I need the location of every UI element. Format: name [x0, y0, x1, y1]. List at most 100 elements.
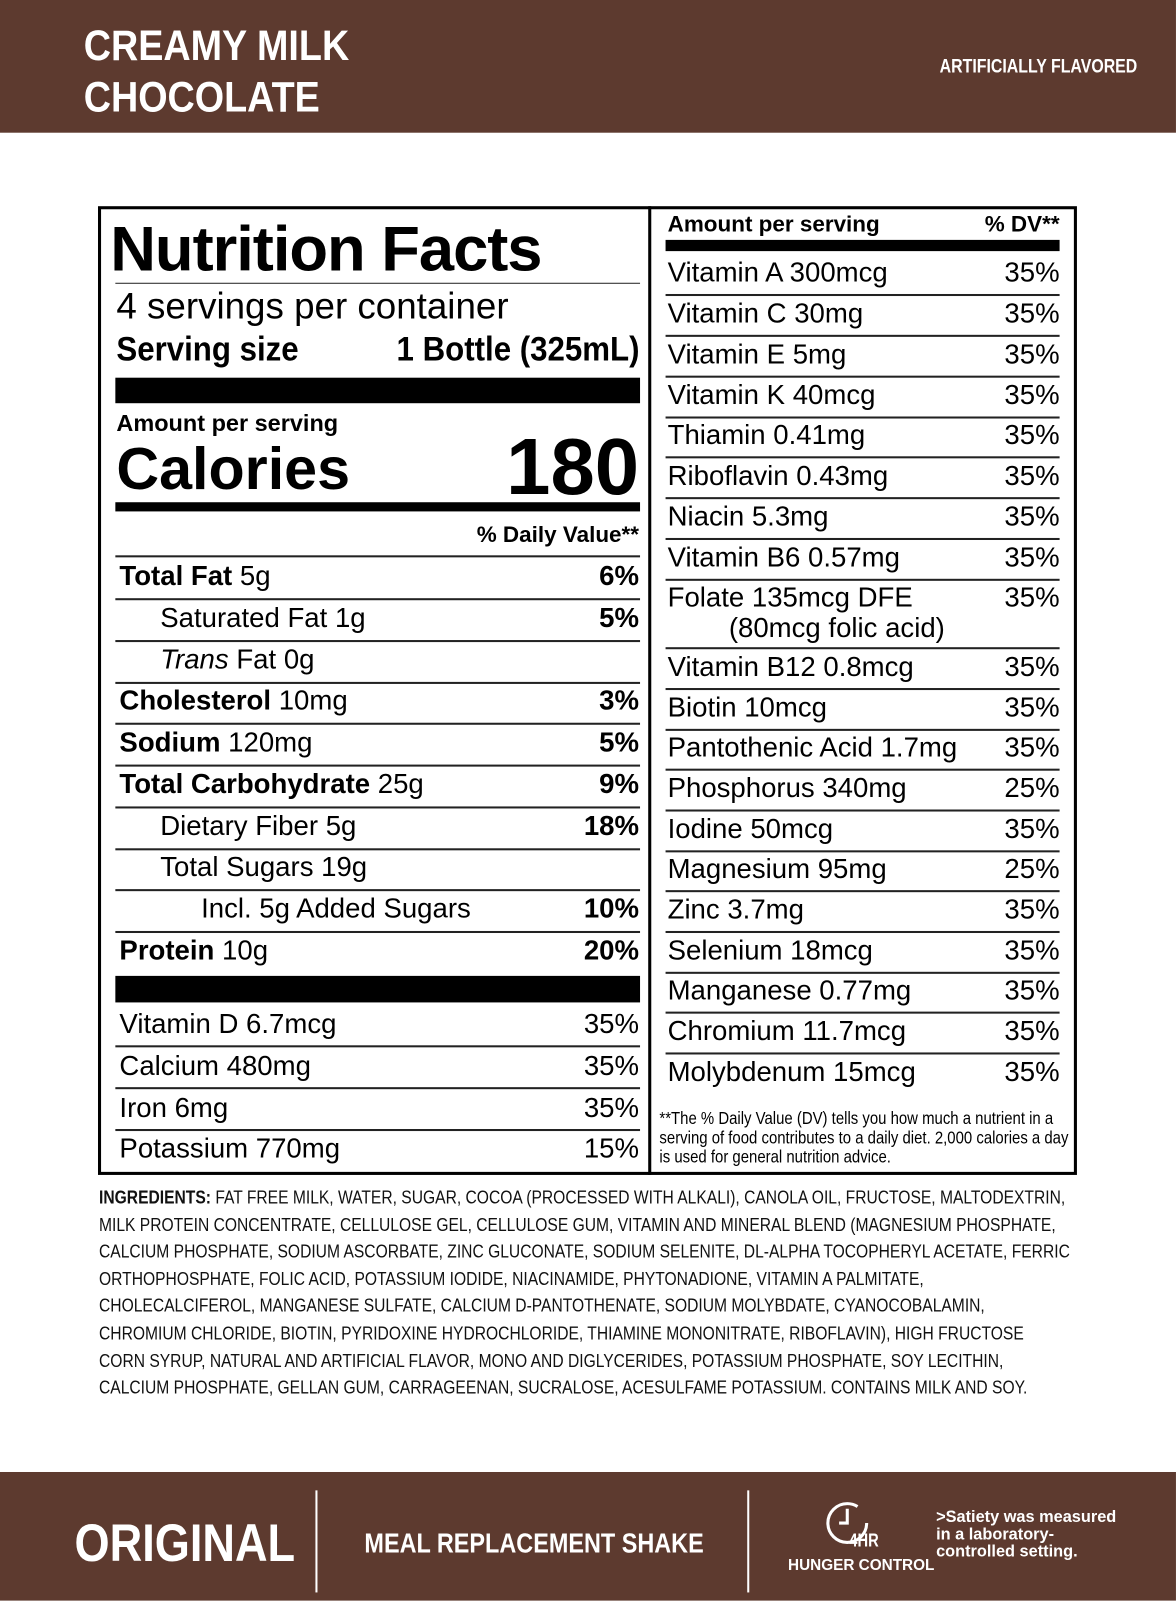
nutrient-name: Dietary Fiber 5g	[160, 810, 357, 842]
rule	[665, 890, 1060, 893]
nutrient-amount: 5g	[325, 810, 357, 842]
nutrient-name: Cholesterol	[119, 684, 272, 716]
rule	[115, 764, 641, 767]
nutrient-name-italic: Trans	[160, 644, 229, 675]
rule	[665, 578, 1060, 581]
nutrient-name: Protein 10g	[119, 937, 268, 965]
rule	[115, 1045, 641, 1048]
rule	[115, 598, 641, 601]
rule	[115, 889, 641, 892]
mineral-name: Iron 6mg	[119, 1092, 229, 1123]
footer-divider	[315, 1490, 318, 1593]
vitamin-name: Niacin 5.3mg	[667, 501, 829, 532]
servings: 4 servings per container	[116, 284, 509, 327]
vitamin-dv: 35%	[1004, 460, 1060, 492]
rule	[665, 971, 1060, 974]
vitamin-dv: 35%	[1004, 651, 1060, 682]
facts-title: Nutrition Facts	[110, 214, 542, 285]
hunger-control: HUNGER CONTROL	[788, 1556, 935, 1575]
vitamin-dv: 35%	[1004, 1015, 1060, 1047]
rule	[665, 809, 1060, 812]
vitamin-dv: 35%	[1004, 894, 1060, 925]
mineral-dv: 35%	[583, 1008, 640, 1040]
vitamin-dv: 35%	[1004, 379, 1060, 411]
nutrient-name: Trans Fat 0g	[160, 646, 314, 674]
rule	[665, 1011, 1060, 1014]
rule	[115, 848, 641, 851]
clock-icon	[826, 1502, 869, 1544]
ingredients-text: FAT FREE MILK, WATER, SUGAR, COCOA (PROC…	[99, 1187, 1070, 1398]
rule	[665, 293, 1060, 297]
nutrient-dv: 18%	[583, 810, 640, 842]
vitamin-name: Riboflavin 0.43mg	[667, 460, 889, 492]
footer-divider	[747, 1490, 750, 1593]
nutrient-name: Cholesterol 10mg	[119, 684, 348, 716]
nutrient-name: Incl. 5g Added Sugars	[201, 893, 471, 924]
mineral-dv: 35%	[583, 1050, 640, 1082]
thick-rule	[665, 239, 1060, 252]
nutrient-amount: 19g	[321, 851, 368, 882]
mineral-dv: 15%	[583, 1133, 640, 1164]
mineral-name: Potassium 770mg	[119, 1133, 341, 1164]
vitamin-dv: 35%	[1004, 501, 1060, 532]
ingredients-label: INGREDIENTS:	[99, 1187, 211, 1208]
serving-size-label: Serving size	[116, 329, 299, 369]
nutrient-name: Total Sugars 19g	[160, 853, 367, 881]
rule	[665, 456, 1060, 459]
rule	[665, 728, 1060, 731]
rule	[115, 640, 641, 643]
vitamin-note: (80mcg folic acid)	[728, 612, 945, 644]
nutrient-dv: 3%	[599, 684, 640, 716]
vitamin-dv: 25%	[1004, 853, 1060, 885]
nutrient-name: Dietary Fiber	[160, 810, 319, 842]
rule	[665, 416, 1060, 419]
vitamin-name: Vitamin K 40mcg	[667, 379, 876, 411]
calories-value: 180	[506, 421, 640, 512]
flavor-title: CHOCOLATE	[83, 72, 320, 121]
nutrient-name: Sodium	[119, 726, 221, 758]
vitamin-dv: 35%	[1004, 581, 1060, 613]
vitamin-dv: 35%	[1004, 257, 1060, 288]
facts-panel	[97, 206, 1077, 1175]
nutrient-name: Saturated Fat 1g	[160, 604, 365, 632]
vitamin-name: Vitamin E 5mg	[667, 338, 847, 370]
clock-hands	[839, 1508, 849, 1525]
nutrient-name: Total Fat 5g	[119, 562, 270, 590]
hours: 4HR	[849, 1530, 879, 1551]
vitamin-name: Magnesium 95mg	[667, 853, 887, 885]
product-name: ORIGINAL	[74, 1513, 296, 1574]
vitamin-name: Vitamin B6 0.57mg	[667, 542, 900, 573]
vitamin-name: Thiamin 0.41mg	[667, 419, 866, 451]
nutrient-amount: 25g	[377, 768, 424, 800]
rule	[115, 930, 641, 934]
header-band	[0, 0, 1176, 133]
vitamin-dv: 35%	[1004, 338, 1060, 370]
vitamin-name: Pantothenic Acid 1.7mg	[667, 731, 958, 763]
thick-rule	[115, 377, 641, 404]
vitamins-dv-header: % DV**	[984, 211, 1060, 237]
vitamin-name: Vitamin B12 0.8mcg	[667, 651, 914, 682]
rule	[665, 647, 1060, 650]
vitamin-dv: 35%	[1004, 692, 1060, 723]
rule	[115, 806, 641, 809]
nutrient-name: Total Carbohydrate	[119, 768, 371, 800]
nutrient-amount: 1g	[334, 602, 366, 633]
vitamin-dv: 35%	[1004, 974, 1060, 1006]
nutrient-amount: 10mg	[278, 684, 348, 716]
rule	[665, 768, 1060, 771]
vitamin-name: Folate 135mcg DFE	[667, 581, 913, 613]
vitamin-name: Vitamin C 30mg	[667, 298, 864, 329]
rule	[115, 282, 641, 284]
amount-label: Amount per serving	[116, 409, 339, 436]
rule	[115, 1129, 641, 1132]
footer-band	[0, 1471, 1176, 1601]
nutrient-name: Total Sugars	[160, 851, 314, 882]
vitamin-name: Zinc 3.7mg	[667, 894, 804, 925]
nutrient-dv: 9%	[599, 768, 640, 800]
vitamin-dv: 35%	[1004, 1056, 1060, 1088]
nutrient-amount: 0g	[283, 644, 315, 675]
vitamin-name: Vitamin A 300mcg	[667, 257, 888, 288]
nutrient-name: Protein	[119, 935, 215, 966]
column-divider	[648, 206, 652, 1175]
